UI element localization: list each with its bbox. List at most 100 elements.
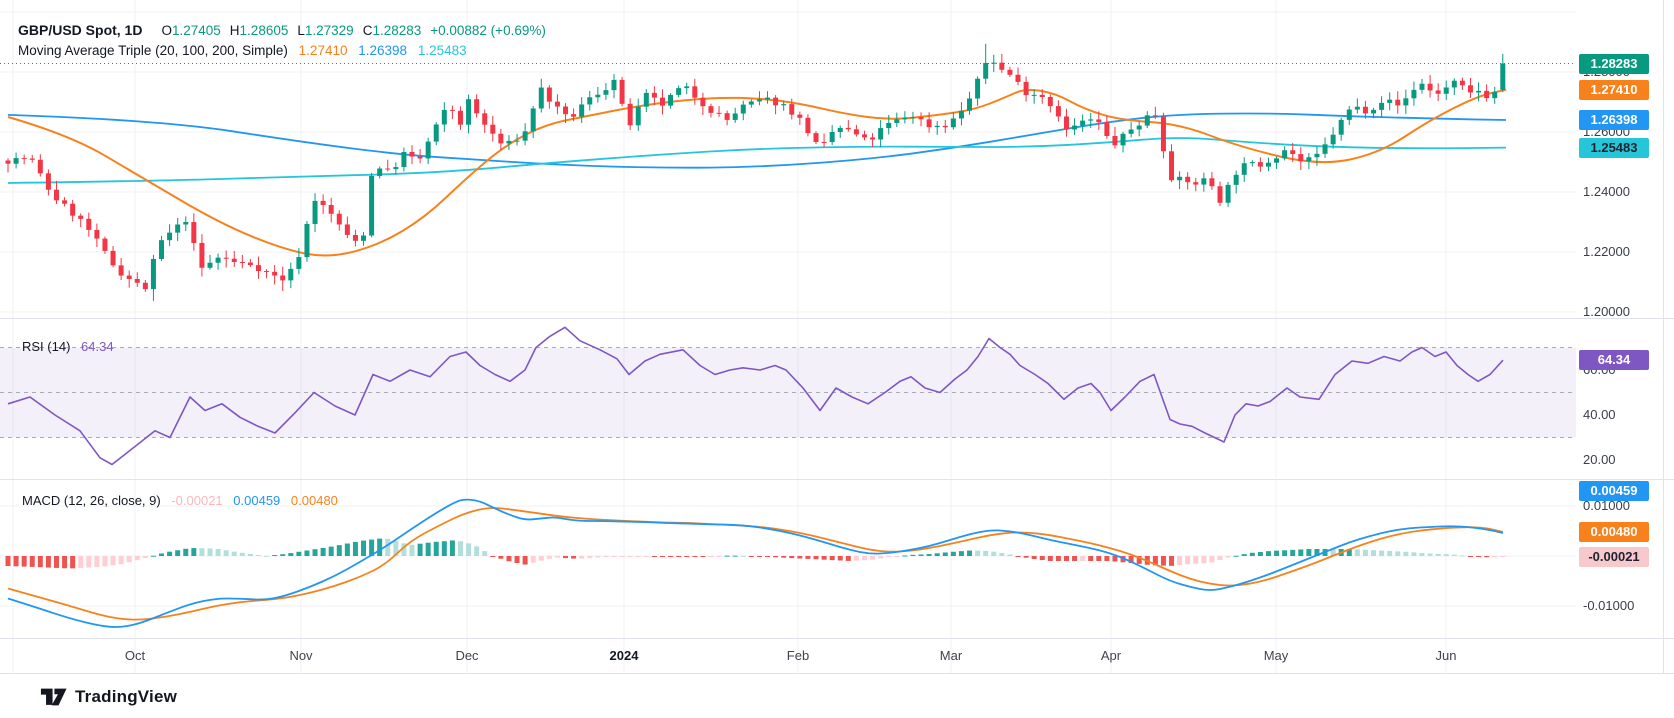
rsi-indicator-label[interactable]: RSI (14) — [22, 339, 71, 354]
candle-body — [1088, 119, 1094, 121]
tradingview-logo[interactable]: TradingView — [40, 685, 177, 709]
candle-body — [1063, 116, 1069, 130]
ma100-value: 1.26398 — [358, 43, 408, 58]
price-axis-label[interactable]: 1.22000 — [1583, 244, 1630, 259]
candle-body — [975, 78, 981, 99]
macd-axis-label[interactable]: 0.01000 — [1583, 498, 1630, 513]
ma-indicator-label[interactable]: Moving Average Triple (20, 100, 200, Sim… — [18, 43, 288, 58]
candle-body — [805, 117, 811, 134]
pane-separator-main-rsi[interactable] — [0, 318, 1674, 319]
symbol-title[interactable]: GBP/USD Spot, 1D — [18, 22, 143, 38]
candle-body — [1257, 162, 1263, 167]
candle-body — [781, 104, 787, 106]
price-axis-label[interactable]: 1.24000 — [1583, 184, 1630, 199]
chart-bottom-border — [0, 673, 1674, 674]
macd-hist-bar — [336, 545, 342, 556]
candle-body — [94, 229, 100, 239]
macd-hist-bar — [506, 556, 512, 562]
close-value: 1.28283 — [372, 23, 422, 38]
candle-body — [1128, 129, 1134, 134]
low-value: 1.27329 — [304, 23, 354, 38]
macd-hist-bar — [94, 556, 100, 568]
time-axis-label-oct[interactable]: Oct — [124, 648, 146, 663]
macd-hist-bar — [1476, 556, 1482, 557]
price-pane[interactable] — [0, 43, 1576, 301]
macd-hist-bar — [805, 556, 811, 559]
macd-hist-bar — [522, 556, 528, 565]
macd-hist-bar — [1346, 549, 1352, 556]
time-axis-label-jun[interactable]: Jun — [1435, 648, 1457, 663]
pane-separator-rsi-macd[interactable] — [0, 479, 1674, 480]
candle-body — [1241, 163, 1247, 175]
price-axis-label[interactable]: 1.20000 — [1583, 304, 1630, 319]
price-badge-ma20: 1.27410 — [1579, 79, 1649, 100]
macd-hist-bar — [417, 543, 423, 556]
rsi-axis-label[interactable]: 40.00 — [1583, 407, 1616, 422]
macd-indicator-label[interactable]: MACD (12, 26, close, 9) — [22, 493, 161, 508]
macd-hist-bar — [1160, 556, 1166, 566]
macd-hist-bar — [1023, 556, 1029, 558]
candle-body — [1467, 85, 1473, 93]
macd-hist-bar — [1403, 551, 1409, 556]
time-axis-label-mar[interactable]: Mar — [939, 648, 963, 663]
candle-body — [62, 200, 68, 204]
macd-hist-bar — [393, 541, 399, 556]
rsi-axis-label[interactable]: 20.00 — [1583, 452, 1616, 467]
time-axis-label-apr[interactable]: Apr — [1100, 648, 1122, 663]
candle-body — [635, 106, 641, 126]
candle-body — [5, 160, 11, 164]
macd-hist-bar — [845, 556, 851, 561]
candle-body — [1306, 157, 1312, 162]
candle-body — [1120, 133, 1126, 146]
macd-hist-bar — [651, 556, 657, 557]
candle-body — [336, 213, 342, 225]
macd-hist-bar — [1015, 556, 1021, 557]
macd-signal-value: 0.00480 — [290, 493, 338, 508]
tradingview-logo-text: TradingView — [75, 687, 178, 706]
candle-body — [1015, 74, 1021, 82]
macd-hist-bar — [692, 556, 698, 557]
time-axis-label-dec[interactable]: Dec — [455, 648, 479, 663]
candle-body — [643, 92, 649, 107]
macd-hist-bar — [385, 538, 391, 556]
candle-body — [255, 265, 261, 272]
candle-body — [870, 137, 876, 140]
candle-body — [361, 235, 367, 241]
macd-badge-signal: 0.00480 — [1579, 522, 1649, 542]
high-label: H — [229, 23, 240, 38]
candle-body — [716, 112, 722, 114]
time-axis-label-may[interactable]: May — [1263, 648, 1289, 663]
candle-body — [457, 110, 463, 125]
candle-body — [724, 113, 730, 120]
candle-body — [538, 87, 544, 109]
rsi-pane[interactable] — [0, 326, 1576, 466]
candle-body — [1249, 162, 1255, 164]
macd-hist-bar — [878, 556, 884, 559]
macd-axis-label[interactable]: -0.01000 — [1583, 598, 1635, 613]
macd-pane[interactable] — [5, 498, 1506, 628]
macd-hist-bar — [1080, 556, 1086, 561]
macd-hist-bar — [1031, 556, 1037, 560]
time-axis-label-2024[interactable]: 2024 — [609, 648, 639, 663]
candle-body — [86, 218, 92, 230]
candle-body — [627, 103, 633, 126]
macd-hist-bar — [950, 551, 956, 556]
macd-hist-bar — [1419, 553, 1425, 556]
time-axis-label-feb[interactable]: Feb — [786, 648, 810, 663]
candle-body — [1104, 122, 1110, 136]
candle-body — [740, 104, 746, 114]
macd-hist-bar — [1233, 555, 1239, 557]
candle-body — [1274, 158, 1280, 163]
time-axis-label-nov[interactable]: Nov — [289, 648, 313, 663]
candle-body — [967, 98, 973, 111]
macd-hist-bar — [183, 548, 189, 556]
macd-hist-bar — [975, 550, 981, 556]
macd-hist-bar — [1306, 549, 1312, 556]
candle-body — [797, 114, 803, 118]
candle-body — [304, 223, 310, 258]
candle-body — [813, 133, 819, 142]
candle-body — [1193, 182, 1199, 185]
macd-badge-macd: 0.00459 — [1579, 481, 1649, 502]
